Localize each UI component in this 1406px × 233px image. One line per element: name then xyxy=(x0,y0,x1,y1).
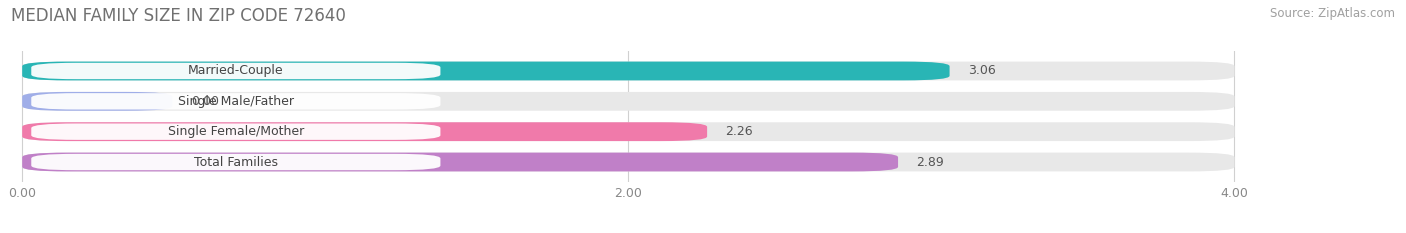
FancyBboxPatch shape xyxy=(22,122,707,141)
Text: MEDIAN FAMILY SIZE IN ZIP CODE 72640: MEDIAN FAMILY SIZE IN ZIP CODE 72640 xyxy=(11,7,346,25)
FancyBboxPatch shape xyxy=(22,153,1234,171)
FancyBboxPatch shape xyxy=(31,154,440,170)
Text: 0.00: 0.00 xyxy=(191,95,219,108)
Text: 2.89: 2.89 xyxy=(917,155,943,168)
FancyBboxPatch shape xyxy=(22,62,949,80)
Text: Single Male/Father: Single Male/Father xyxy=(177,95,294,108)
FancyBboxPatch shape xyxy=(22,122,1234,141)
Text: Single Female/Mother: Single Female/Mother xyxy=(167,125,304,138)
FancyBboxPatch shape xyxy=(31,63,440,79)
FancyBboxPatch shape xyxy=(22,92,173,111)
FancyBboxPatch shape xyxy=(31,123,440,140)
FancyBboxPatch shape xyxy=(22,62,1234,80)
Text: Married-Couple: Married-Couple xyxy=(188,65,284,78)
FancyBboxPatch shape xyxy=(31,93,440,110)
Text: Source: ZipAtlas.com: Source: ZipAtlas.com xyxy=(1270,7,1395,20)
FancyBboxPatch shape xyxy=(22,153,898,171)
Text: Total Families: Total Families xyxy=(194,155,278,168)
Text: 2.26: 2.26 xyxy=(725,125,754,138)
Text: 3.06: 3.06 xyxy=(967,65,995,78)
FancyBboxPatch shape xyxy=(22,92,1234,111)
